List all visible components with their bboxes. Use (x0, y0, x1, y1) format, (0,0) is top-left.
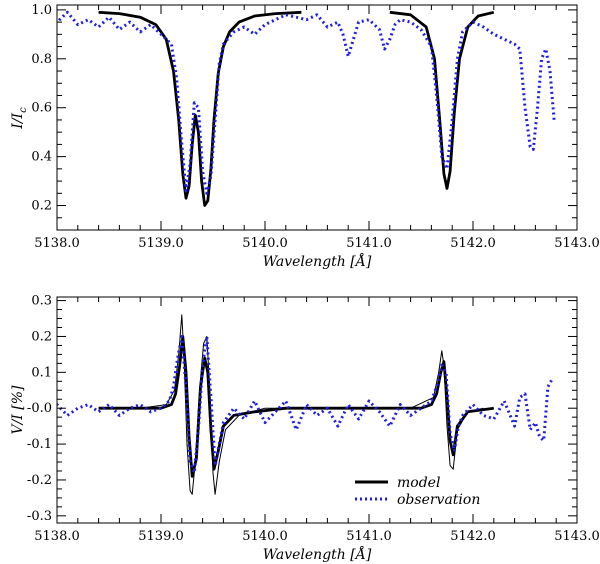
intensity-series-model-segment-2-line (389, 10, 495, 190)
intensity-y-tick-label: 0.2 (31, 199, 52, 214)
intensity-y-tick-label: 1.0 (31, 3, 52, 18)
legend-model-label: model (397, 475, 440, 491)
intensity-x-axis-label: Wavelength [Å] (263, 252, 372, 270)
stokes-v-x-tick-label: 5143.0 (554, 529, 600, 544)
stokes-v-axis-ticks: 5138.0 5139.0 5140.0 5141.0 5142.0 5143.0 -0.3… (27, 294, 600, 544)
stokes-v-x-tick-label: 5140.0 (242, 529, 288, 544)
intensity-x-tick-label: 5142.0 (450, 236, 496, 251)
intensity-panel: 5138.0 5139.0 5140.0 5141.0 5142.0 5143.0 0.2 0… (10, 3, 600, 270)
intensity-x-tick-label: 5143.0 (554, 236, 600, 251)
stokes-v-y-tick-label: 0.1 (31, 365, 52, 380)
stokes-v-x-axis-label: Wavelength [Å] (263, 545, 372, 563)
stokes-v-y-tick-label: -0.3 (27, 509, 52, 524)
intensity-y-tick-label: 0.4 (31, 150, 52, 165)
stokes-v-x-tick-label: 5141.0 (346, 529, 392, 544)
intensity-y-axis-label: I/Ic (10, 107, 29, 130)
stokes-v-x-tick-label: 5139.0 (138, 529, 184, 544)
intensity-series-observation-line (57, 10, 556, 195)
stokes-v-y-tick-label: -0.2 (27, 473, 52, 488)
intensity-axis-ticks: 5138.0 5139.0 5140.0 5141.0 5142.0 5143.0 0.2 0… (31, 3, 599, 251)
stokes-v-plot-area (57, 314, 554, 495)
legend: model observation (355, 475, 480, 508)
intensity-plot-frame (56, 4, 578, 231)
stokes-v-plot-frame (56, 296, 578, 524)
stokes-v-series-observation-line (57, 335, 554, 475)
intensity-series-model-segment-1-line (98, 10, 302, 207)
intensity-x-tick-label: 5140.0 (242, 236, 288, 251)
legend-observation-label: observation (397, 492, 480, 508)
stokes-v-y-tick-label: 0.3 (31, 294, 52, 309)
stokes-v-y-tick-label: -0.1 (27, 437, 52, 452)
intensity-x-tick-label: 5138.0 (34, 236, 80, 251)
stokes-v-y-tick-label: 0.2 (31, 329, 52, 344)
stokes-v-y-axis-label: V/I [%] (10, 385, 26, 435)
intensity-x-tick-label: 5139.0 (138, 236, 184, 251)
intensity-y-tick-label: 0.8 (31, 52, 52, 67)
stokes-v-panel: 5138.0 5139.0 5140.0 5141.0 5142.0 5143.0 -0.3… (10, 294, 600, 563)
intensity-y-tick-label: 0.6 (31, 101, 52, 116)
stokes-v-series-model-thin-line (140, 314, 484, 495)
intensity-x-tick-label: 5141.0 (346, 236, 392, 251)
stokes-v-x-tick-label: 5138.0 (34, 529, 80, 544)
stokes-v-series-model-line (98, 335, 494, 478)
stokes-v-y-tick-label: -0.0 (27, 401, 52, 416)
intensity-plot-area (57, 10, 556, 207)
stokes-v-x-tick-label: 5142.0 (450, 529, 496, 544)
